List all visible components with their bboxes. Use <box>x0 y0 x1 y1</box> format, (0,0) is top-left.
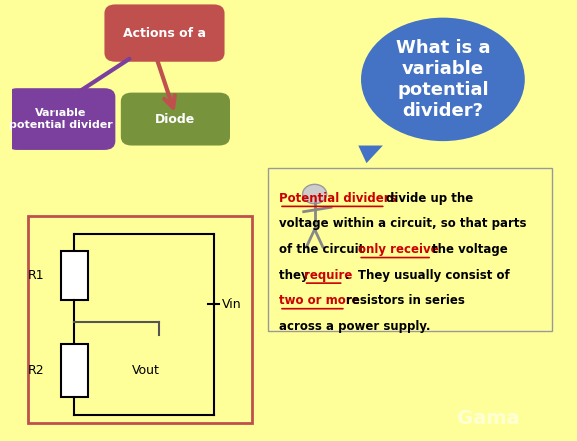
Text: Vout: Vout <box>132 364 160 377</box>
Text: Diode: Diode <box>155 112 196 126</box>
FancyBboxPatch shape <box>121 93 230 146</box>
Text: of the circuit: of the circuit <box>279 243 369 256</box>
FancyBboxPatch shape <box>28 216 252 423</box>
Text: across a power supply.: across a power supply. <box>279 320 430 333</box>
Text: Variable
potential divider: Variable potential divider <box>9 108 113 130</box>
FancyBboxPatch shape <box>6 88 115 150</box>
Text: .  They usually consist of: . They usually consist of <box>344 269 509 281</box>
FancyBboxPatch shape <box>61 344 88 397</box>
Text: the voltage: the voltage <box>432 243 508 256</box>
Text: they: they <box>279 269 313 281</box>
FancyBboxPatch shape <box>268 168 552 331</box>
Text: voltage within a circuit, so that parts: voltage within a circuit, so that parts <box>279 217 527 230</box>
Text: R1: R1 <box>28 269 44 282</box>
Ellipse shape <box>361 18 525 141</box>
Text: Actions of a: Actions of a <box>123 26 206 40</box>
FancyBboxPatch shape <box>104 4 224 62</box>
Text: require: require <box>304 269 352 281</box>
Text: divide up the: divide up the <box>385 192 473 205</box>
FancyBboxPatch shape <box>61 251 88 300</box>
Text: resistors in series: resistors in series <box>346 294 465 307</box>
Text: Potential dividers: Potential dividers <box>279 192 401 205</box>
Polygon shape <box>358 146 383 163</box>
Text: What is a
variable
potential
divider?: What is a variable potential divider? <box>396 39 490 120</box>
Text: Gama: Gama <box>457 409 519 428</box>
Circle shape <box>302 184 327 204</box>
Text: Vin: Vin <box>222 298 241 311</box>
Text: only receive: only receive <box>358 243 443 256</box>
Text: two or more: two or more <box>279 294 364 307</box>
Text: ?: ? <box>318 173 360 242</box>
Text: R2: R2 <box>28 364 44 377</box>
